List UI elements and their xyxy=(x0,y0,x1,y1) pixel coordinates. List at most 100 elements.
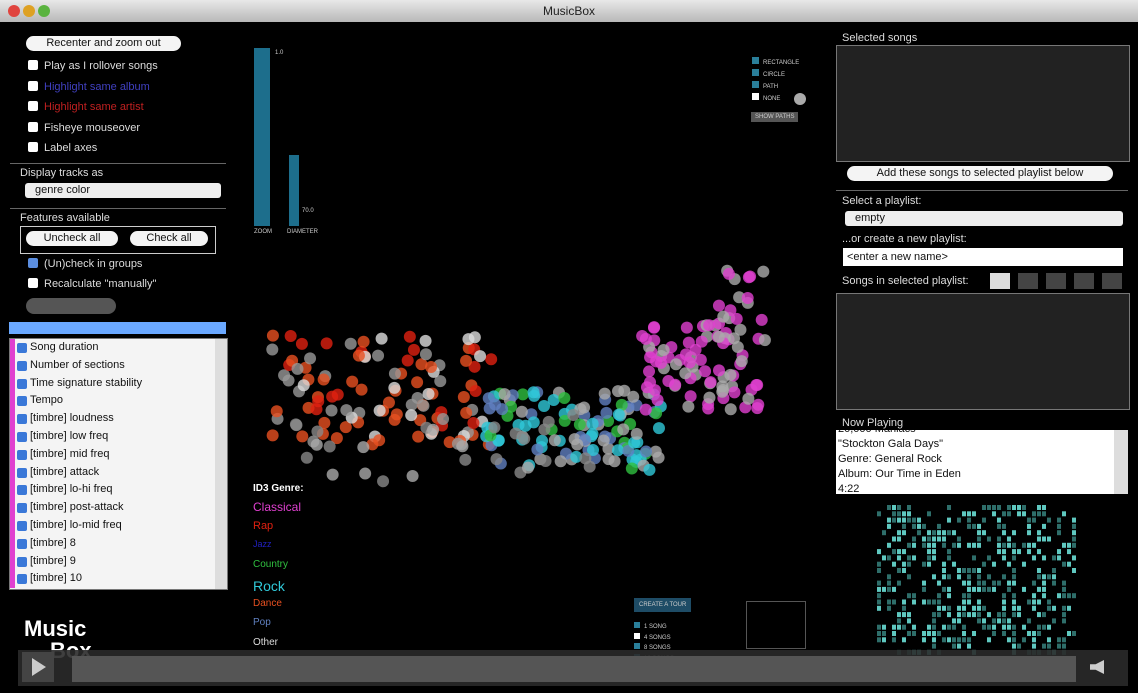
playlist-select[interactable]: empty xyxy=(845,211,1123,226)
genre-label[interactable]: Country xyxy=(253,558,289,570)
genre-label[interactable]: Other xyxy=(253,636,279,648)
checkbox[interactable] xyxy=(17,343,27,353)
spectrogram-cell xyxy=(997,542,1001,548)
checkbox[interactable] xyxy=(17,449,27,460)
checkbox[interactable] xyxy=(28,80,38,91)
radio[interactable] xyxy=(752,69,759,76)
recenter-button[interactable]: Recenter and zoom out xyxy=(26,36,181,51)
spectrogram-cell xyxy=(992,511,996,517)
checkbox[interactable] xyxy=(17,467,27,478)
feature-item[interactable]: Time signature stability xyxy=(10,374,227,393)
option[interactable]: Label axes xyxy=(28,142,158,163)
feature-item[interactable]: [timbre] 9 xyxy=(10,552,227,571)
display-select[interactable]: genre color xyxy=(25,183,221,198)
genre-label[interactable]: Rock xyxy=(253,578,285,594)
option[interactable]: Fisheye mouseover xyxy=(28,121,158,143)
checkbox[interactable] xyxy=(17,414,27,425)
spectrogram-cell xyxy=(1042,643,1046,649)
new-playlist-input[interactable]: <enter a new name> xyxy=(843,248,1123,266)
checkbox[interactable] xyxy=(17,520,27,531)
shape-option[interactable]: PATH xyxy=(752,81,799,93)
genre-label[interactable]: Rap xyxy=(253,519,274,532)
spectrogram-cell xyxy=(932,555,936,561)
spectrogram-cell xyxy=(892,505,896,510)
feature-item[interactable]: [timbre] post-attack xyxy=(10,499,227,517)
spectrogram-cell xyxy=(1002,624,1006,630)
song-dot xyxy=(425,360,438,373)
feature-label: [timbre] 9 xyxy=(30,554,76,567)
spectrogram-cell xyxy=(982,505,986,510)
add-songs-button[interactable]: Add these songs to selected playlist bel… xyxy=(847,166,1113,181)
spectrogram-cell xyxy=(882,631,886,636)
song-dot xyxy=(521,461,534,474)
tour-size[interactable]: 4 SONGS xyxy=(634,632,674,644)
spectrogram-cell xyxy=(987,574,991,580)
feature-item[interactable]: [timbre] mid freq xyxy=(10,445,227,464)
spectrogram-cell xyxy=(1067,561,1071,567)
feature-item[interactable]: [timbre] 10 xyxy=(10,570,227,589)
option[interactable]: Play as I rollover songs xyxy=(28,60,158,81)
play-button[interactable] xyxy=(990,273,1010,289)
feature-item[interactable]: Number of sections xyxy=(10,356,227,375)
uncheck-all-button[interactable]: Uncheck all xyxy=(26,231,118,246)
song-dot xyxy=(618,384,631,397)
spectrogram-cell xyxy=(1037,530,1041,536)
radio[interactable] xyxy=(752,93,759,100)
feature-item[interactable]: [timbre] loudness xyxy=(10,410,227,428)
shape-option[interactable]: RECTANGLE xyxy=(752,57,799,69)
shape-option[interactable]: CIRCLE xyxy=(752,69,799,81)
check-all-button[interactable]: Check all xyxy=(130,231,208,246)
checkbox[interactable] xyxy=(17,378,27,389)
checkbox[interactable] xyxy=(17,360,27,371)
genre-label[interactable]: Classical xyxy=(253,500,302,514)
toggle[interactable] xyxy=(794,93,806,105)
feature-item[interactable]: [timbre] lo-hi freq xyxy=(10,481,227,500)
genre-label[interactable]: Pop xyxy=(253,617,271,628)
checkbox[interactable] xyxy=(17,485,27,496)
spectrogram-cell xyxy=(1062,511,1066,517)
tour-size[interactable]: 8 SONGS xyxy=(634,643,674,654)
feature-item[interactable]: Song duration xyxy=(10,339,227,357)
checkbox[interactable] xyxy=(28,142,38,152)
spectrogram-cell xyxy=(967,599,971,605)
feature-item[interactable]: [timbre] 8 xyxy=(10,534,227,553)
checkbox[interactable] xyxy=(17,396,27,407)
spectrogram-cell xyxy=(987,505,991,510)
spectrogram-cell xyxy=(1067,593,1071,599)
spectrogram-cell xyxy=(937,599,941,605)
radio[interactable] xyxy=(752,57,759,64)
checkbox[interactable] xyxy=(17,538,27,549)
checkbox[interactable] xyxy=(28,101,38,111)
option[interactable]: Highlight same artist xyxy=(28,101,158,122)
show-paths-button[interactable]: SHOW PATHS xyxy=(751,112,799,122)
checkbox[interactable] xyxy=(28,121,38,132)
genre-label[interactable]: Jazz xyxy=(253,539,272,549)
spectrogram-cell xyxy=(1042,511,1046,517)
feature-marker xyxy=(10,427,15,446)
spectrogram-cell xyxy=(957,536,961,542)
spectrogram-cell xyxy=(932,542,936,548)
feature-item[interactable]: [timbre] lo-mid freq xyxy=(10,516,227,535)
spectrogram-cell xyxy=(1072,517,1076,523)
genre-label[interactable]: Dance xyxy=(253,597,282,609)
checkbox[interactable] xyxy=(28,60,38,70)
spectrogram-cell xyxy=(1027,530,1031,536)
spectrogram-cell xyxy=(1007,624,1011,630)
checkbox[interactable] xyxy=(17,574,27,585)
feature-item[interactable]: Tempo xyxy=(10,392,227,411)
tour-size[interactable]: 1 SONG xyxy=(634,622,674,633)
label: Now Playing xyxy=(842,417,904,429)
spectrogram-cell xyxy=(967,517,971,523)
create-tour-button[interactable]: CREATE A TOUR xyxy=(634,598,692,612)
checkbox[interactable] xyxy=(17,556,27,567)
spectrogram-cell xyxy=(1012,505,1016,510)
feature-item[interactable]: [timbre] low freq xyxy=(10,427,227,446)
spectrogram-cell xyxy=(1042,536,1046,542)
feature-item[interactable]: [timbre] attack xyxy=(10,463,227,482)
option[interactable]: Highlight same album xyxy=(28,80,158,102)
shape-option[interactable]: NONE xyxy=(752,93,799,105)
radio[interactable] xyxy=(752,81,759,88)
checkbox[interactable] xyxy=(17,431,27,442)
song-dot xyxy=(586,417,599,430)
checkbox[interactable] xyxy=(17,503,27,514)
